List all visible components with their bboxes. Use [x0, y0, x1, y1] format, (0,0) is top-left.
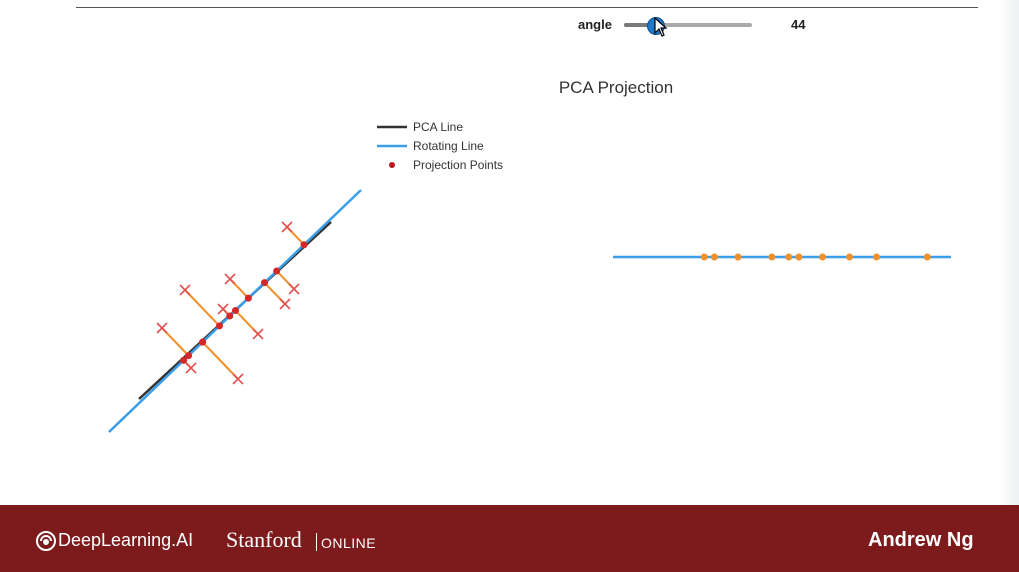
angle-value: 44: [791, 17, 806, 32]
projection-panel: PCA Projection: [559, 78, 951, 261]
projected-point-1d: [768, 253, 776, 261]
projected-points-1d: [700, 253, 931, 261]
original-space-panel: [108, 189, 362, 433]
projection-point: [231, 307, 239, 315]
data-point-marker: [281, 221, 293, 233]
data-point-stroke: [224, 273, 236, 285]
projection-point: [185, 352, 193, 360]
data-point-marker: [224, 273, 236, 285]
projection-point: [300, 241, 308, 249]
projection-point: [273, 267, 281, 275]
deeplearning-brand: DeepLearning.AI: [58, 530, 194, 550]
presenter-name: Andrew Ng: [868, 529, 974, 551]
brand-divider: [316, 533, 317, 551]
data-point-stroke: [179, 284, 191, 296]
projection-connectors: [161, 226, 305, 380]
projected-point-1d: [846, 253, 854, 261]
projection-point: [199, 338, 207, 346]
legend-rotating-line-label: Rotating Line: [413, 139, 484, 153]
data-point-marker: [217, 303, 229, 315]
data-point-stroke: [156, 322, 168, 334]
data-point-stroke: [279, 298, 291, 310]
stanford-brand: Stanford: [226, 527, 302, 552]
data-point-stroke: [288, 283, 300, 295]
data-point-stroke: [217, 303, 229, 315]
legend-item-pca-line: PCA Line: [377, 120, 463, 134]
projected-point-1d: [795, 253, 803, 261]
top-divider: [76, 7, 978, 8]
mouse-pointer-icon: [654, 17, 668, 37]
data-point-marker: [156, 322, 168, 334]
data-point-marker: [252, 328, 264, 340]
edge-shade: [1000, 0, 1019, 505]
legend: PCA Line Rotating Line Projection Points: [377, 120, 503, 172]
projected-point-1d: [710, 253, 718, 261]
projection-point: [261, 279, 269, 287]
data-point-marker: [232, 373, 244, 385]
projected-point-1d: [923, 253, 931, 261]
legend-pca-line-label: PCA Line: [413, 120, 463, 134]
projected-point-1d: [819, 253, 827, 261]
data-point-stroke: [232, 373, 244, 385]
projection-point: [180, 356, 188, 364]
projected-point-1d: [734, 253, 742, 261]
projection-connector: [201, 341, 239, 380]
projection-point: [244, 294, 252, 302]
projection-points: [180, 241, 308, 364]
data-point-marker: [288, 283, 300, 295]
legend-projection-points-swatch: [389, 162, 395, 168]
legend-item-projection-points: Projection Points: [389, 158, 503, 172]
projected-point-1d: [700, 253, 708, 261]
projection-connector: [184, 289, 221, 327]
angle-slider-fill: [624, 23, 656, 27]
footer-banner: [0, 505, 1019, 572]
pca-figure: PCA Line Rotating Line Projection Points…: [108, 78, 951, 433]
legend-projection-points-label: Projection Points: [413, 158, 503, 172]
data-point-stroke: [185, 362, 197, 374]
data-points: [156, 221, 300, 385]
projection-point: [226, 312, 234, 320]
projected-point-1d: [873, 253, 881, 261]
data-point-marker: [179, 284, 191, 296]
data-point-stroke: [281, 221, 293, 233]
data-point-marker: [185, 362, 197, 374]
angle-label: angle: [578, 17, 612, 32]
data-point-marker: [279, 298, 291, 310]
legend-item-rotating-line: Rotating Line: [377, 139, 484, 153]
angle-control: angle 44: [0, 0, 1019, 50]
deeplearning-logo-icon: [36, 531, 56, 551]
data-point-stroke: [252, 328, 264, 340]
stanford-online-suffix: ONLINE: [321, 535, 377, 551]
projection-point: [215, 322, 223, 330]
projected-point-1d: [785, 253, 793, 261]
projection-chart-title: PCA Projection: [559, 78, 673, 97]
